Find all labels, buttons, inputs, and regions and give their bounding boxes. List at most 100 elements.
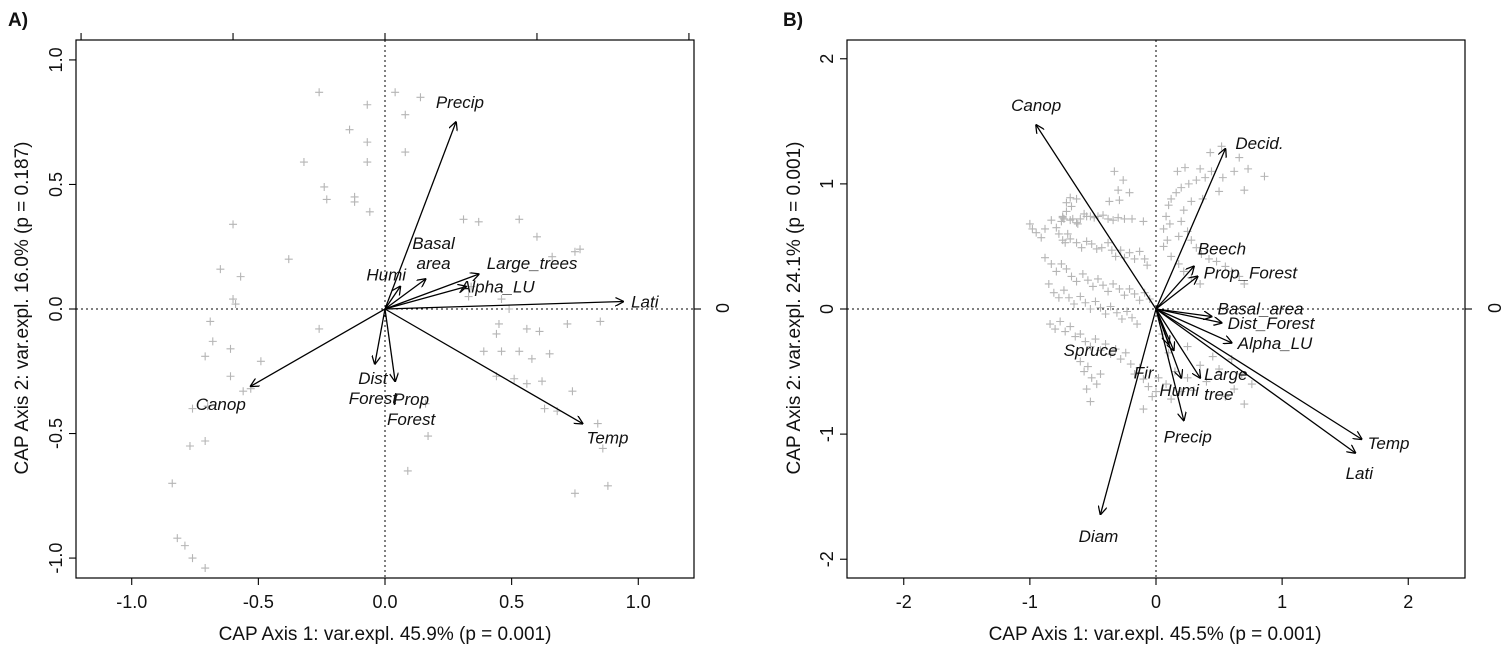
panel-b-vector-label-dist-forest: Dist_Forest [1228,314,1316,333]
site-point-marker [1107,246,1116,255]
site-point-marker [1086,212,1095,221]
site-point-marker [1080,367,1089,376]
site-point-marker [1082,385,1091,394]
panel-a: A) CAP Axis 1: var.expl. 45.9% (p = 0.00… [8,10,732,645]
panel-a-vector-basal-area [384,279,426,310]
site-point-marker [1197,249,1206,258]
site-point-marker [515,347,524,356]
site-point-marker [1101,340,1110,349]
site-point-marker [1044,279,1053,288]
site-point-marker [1215,187,1224,196]
panel-a-vector-label-alpha-lu: Alpha_LU [459,278,535,297]
site-point-marker [1235,153,1244,162]
site-point-marker [1076,357,1085,366]
site-point-marker [1181,163,1190,172]
site-point-marker [1106,302,1115,311]
panel-b-x-tick-label: -2 [896,592,912,612]
site-point-marker [1097,243,1106,252]
site-point-marker [391,88,400,97]
site-point-marker [1187,197,1196,206]
site-point-marker [229,295,238,304]
site-point-marker [201,352,210,361]
site-point-marker [1154,373,1163,382]
site-point-marker [322,195,331,204]
site-point-marker [1062,207,1071,216]
site-point-marker [185,441,194,450]
site-point-marker [1096,346,1105,355]
site-point-marker [1130,254,1139,263]
panel-a-vector-label-precip: Precip [436,93,484,112]
site-point-marker [1086,397,1095,406]
site-point-marker [1196,164,1205,173]
site-point-marker [467,282,476,291]
site-point-marker [1144,382,1153,391]
site-point-marker [315,324,324,333]
site-point-marker [1120,214,1129,223]
panel-a-x-axis-title: CAP Axis 1: var.expl. 45.9% (p = 0.001) [219,624,552,645]
site-point-marker [1106,350,1115,359]
site-point-marker [1071,332,1080,341]
site-point-marker [1125,284,1134,293]
site-point-marker [1135,296,1144,305]
panel-b-letter: B) [783,10,803,31]
site-point-marker [1062,264,1071,273]
panel-b-vector-dist-forest [1155,308,1222,323]
site-point-marker [401,148,410,157]
site-point-marker [1202,377,1211,386]
panel-a-site-points [168,88,612,573]
panel-b-y-tick-label: 1 [817,179,837,189]
site-point-marker [598,444,607,453]
site-point-marker [1260,172,1269,181]
site-point-marker [1037,233,1046,242]
site-point-marker [1028,224,1037,233]
site-point-marker [1057,259,1066,268]
site-point-marker [284,255,293,264]
site-point-marker [363,138,372,147]
site-point-marker [459,215,468,224]
site-point-marker [1032,228,1041,237]
panel-b-vector-label-precip: Precip [1164,427,1212,446]
panel-a-y-tick-label: 0.5 [46,172,66,197]
site-point-marker [1167,395,1176,404]
site-point-marker [1047,259,1056,268]
site-point-marker [424,432,433,441]
site-point-marker [226,372,235,381]
panel-b-vector-label-alpha-lu: Alpha_LU [1237,334,1313,353]
site-point-marker [1212,257,1221,266]
panel-b-vector-canop [1036,125,1157,310]
panel-a-vector-prop-forest [384,308,395,381]
site-point-marker [1064,293,1073,302]
site-point-marker [1082,237,1091,246]
site-point-marker [1101,310,1110,319]
site-point-marker [1114,213,1123,222]
site-point-marker [239,387,248,396]
site-point-marker [1109,279,1118,288]
site-point-marker [1114,186,1123,195]
panel-b-vector-label-spruce: Spruce [1064,341,1118,360]
site-point-marker [1111,252,1120,261]
site-point-marker [229,220,238,229]
site-point-marker [1054,229,1063,238]
site-point-marker [1056,317,1065,326]
site-point-marker [515,215,524,224]
site-point-marker [1072,277,1081,286]
site-point-marker [1173,167,1182,176]
site-point-marker [1066,216,1075,225]
panel-b-x-tick-label: 1 [1277,592,1287,612]
panel-b-vector-label-canop: Canop [1011,96,1061,115]
site-point-marker [1086,305,1095,313]
site-point-marker [1104,214,1113,223]
site-point-marker [497,347,506,356]
site-point-marker [1240,186,1249,195]
panel-b-vector-label-beech: Beech [1198,239,1246,258]
panel-b-right-zero-label: 0 [1484,303,1504,313]
panel-a-x-tick-label: 0.0 [372,592,397,612]
site-point-marker [1179,206,1188,215]
site-point-marker [1025,219,1034,228]
panel-a-x-tick-label: -1.0 [116,592,147,612]
site-point-marker [226,344,235,353]
site-point-marker [1088,282,1097,291]
site-point-marker [1116,355,1125,364]
site-point-marker [1092,244,1101,253]
site-point-marker [1063,229,1072,238]
